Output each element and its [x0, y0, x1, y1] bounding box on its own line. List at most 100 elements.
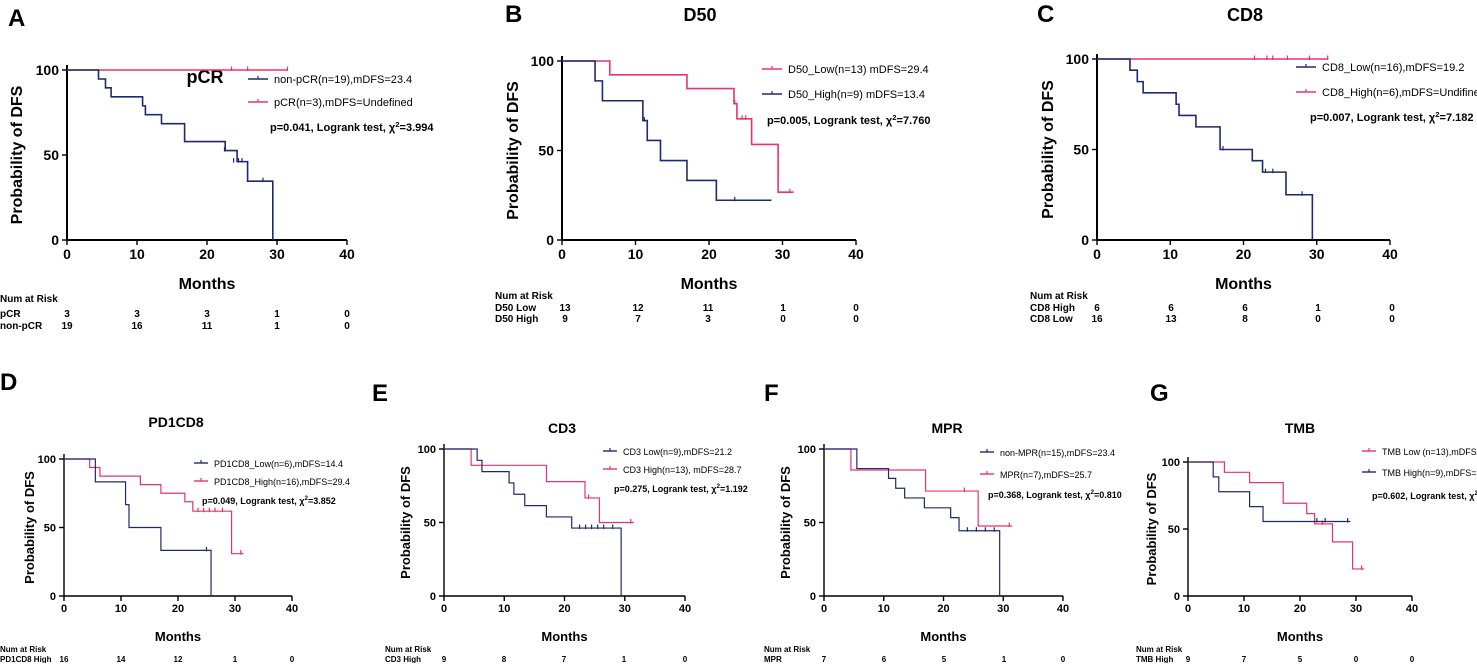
risk-cell: 3 [64, 309, 70, 320]
legend-entry: TMB Low (n=13),mDFS=25.8 [1362, 447, 1477, 457]
legend-entry: CD8_High(n=6),mDFS=Undifined [1296, 87, 1477, 99]
panel-letter: F [764, 380, 779, 407]
x-tick-label: 30 [269, 246, 285, 262]
x-tick-label: 0 [821, 603, 827, 615]
x-tick-label: 30 [1309, 246, 1325, 262]
y-tick-label: 50 [1168, 524, 1180, 536]
legend-entry: PD1CD8_High(n=16),mDFS=29.4 [194, 477, 350, 487]
logrank-stats: p=0.041, Logrank test, χ2=3.994 [270, 120, 434, 134]
legend-entry: CD3 High(n=13), mDFS=28.7 [603, 465, 742, 475]
x-tick-label: 0 [63, 246, 71, 262]
panel-letter: D [0, 369, 17, 396]
risk-cell: 3 [705, 314, 711, 325]
risk-row-label: D50 High [495, 314, 538, 325]
legend-entry: PD1CD8_Low(n=6),mDFS=14.4 [194, 459, 343, 469]
x-axis-label: Months [1277, 629, 1323, 644]
risk-cell: 0 [1410, 655, 1415, 663]
survival-curve [1097, 58, 1314, 240]
legend-label: non-pCR(n=19),mDFS=23.4 [274, 74, 412, 86]
risk-cell: 16 [1091, 314, 1103, 325]
risk-cell: 6 [1168, 303, 1174, 314]
survival-curve [64, 458, 244, 555]
risk-cell: 19 [61, 321, 73, 332]
y-tick-label: 100 [1162, 457, 1180, 469]
risk-cell: 0 [780, 314, 786, 325]
risk-cell: 0 [344, 321, 350, 332]
x-tick-label: 0 [1185, 603, 1191, 615]
y-axis-label: Probability of DFS [22, 471, 37, 584]
legend-entry: pCR(n=3),mDFS=Undefined [248, 97, 413, 109]
risk-cell: 7 [635, 314, 641, 325]
x-tick-label: 20 [1236, 246, 1252, 262]
risk-row-label: non-pCR [0, 321, 43, 332]
y-tick-label: 100 [418, 444, 436, 456]
x-tick-label: 30 [775, 246, 791, 262]
y-tick-label: 0 [430, 591, 436, 603]
series-non-mpr [824, 448, 1001, 596]
survival-curve [824, 448, 1013, 527]
logrank-stats: p=0.275, Logrank test, χ2=1.192 [614, 483, 748, 494]
risk-table-header: Num at Risk [0, 645, 47, 654]
risk-row-label: D50 Low [495, 303, 536, 314]
x-tick-label: 10 [129, 246, 145, 262]
x-tick-label: 20 [701, 246, 717, 262]
risk-cell: 16 [131, 321, 143, 332]
y-tick-label: 0 [51, 232, 59, 248]
risk-table-header: Num at Risk [495, 291, 553, 302]
risk-table: Num at RiskMPR76510non-MPR1513900 [764, 645, 1066, 668]
y-tick-label: 50 [43, 147, 59, 163]
y-axis-label: Probability of DFS [1040, 80, 1057, 219]
series-d50-low [562, 60, 794, 194]
logrank-stats: p=0.602, Logrank test, χ2=0.272 [1372, 490, 1477, 501]
x-axis-label: Months [179, 276, 236, 293]
risk-cell: 0 [1061, 655, 1066, 663]
survival-curve [562, 60, 772, 202]
logrank-stats: p=0.368, Logrank test, χ2=0.810 [988, 489, 1122, 500]
legend-entry: non-pCR(n=19),mDFS=23.4 [248, 74, 412, 86]
survival-curve [444, 448, 634, 524]
risk-cell: 1 [622, 655, 627, 663]
chart-title: D50 [683, 5, 716, 25]
series-pd1cd8-low [64, 458, 212, 596]
risk-table-header: Num at Risk [1136, 645, 1183, 654]
series-cd8-low [1097, 58, 1314, 240]
y-axis-label: Probability of DFS [505, 81, 522, 220]
x-tick-label: 10 [1162, 246, 1178, 262]
risk-cell: 8 [502, 655, 507, 663]
x-tick-label: 10 [498, 603, 510, 615]
chart-title: PD1CD8 [148, 414, 203, 430]
y-tick-label: 50 [424, 517, 436, 529]
survival-curve [562, 60, 794, 194]
series-tmb-high [1188, 461, 1351, 523]
risk-cell: 3 [134, 309, 140, 320]
legend-label: TMB High(n=9),mDFS=18.0 [1382, 468, 1477, 478]
chart-title: CD8 [1227, 5, 1263, 25]
legend-entry: TMB High(n=9),mDFS=18.0 [1362, 468, 1477, 478]
y-tick-label: 50 [1073, 141, 1089, 157]
risk-cell: 0 [1354, 655, 1359, 663]
x-tick-label: 10 [628, 246, 644, 262]
y-axis-label: Probability of DFS [9, 85, 26, 224]
series-non-pcr [67, 69, 274, 240]
risk-row-label: CD8 High [1030, 303, 1075, 314]
risk-cell: 16 [60, 655, 69, 663]
risk-row-label: CD3 High [385, 655, 421, 663]
risk-cell: 9 [442, 655, 447, 663]
chart-title: TMB [1285, 420, 1315, 436]
series-mpr [824, 448, 1013, 528]
risk-cell: 1 [274, 321, 280, 332]
risk-row-label: pCR [0, 309, 21, 320]
x-tick-label: 0 [558, 246, 566, 262]
x-tick-label: 10 [878, 603, 890, 615]
chart-title: pCR [187, 67, 224, 87]
series-pd1cd8-high [64, 458, 244, 555]
risk-cell: 0 [1389, 303, 1395, 314]
risk-row-label: MPR [764, 655, 782, 663]
risk-cell: 8 [1242, 314, 1248, 325]
risk-cell: 0 [1389, 314, 1395, 325]
